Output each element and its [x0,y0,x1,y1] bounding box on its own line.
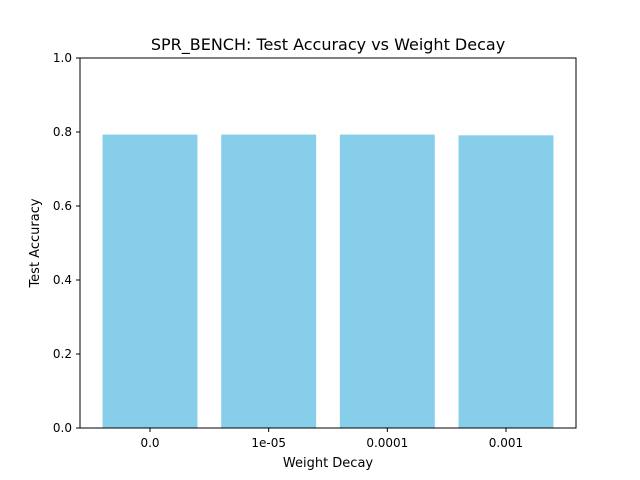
y-axis-label: Test Accuracy [28,198,43,288]
x-axis-label: Weight Decay [283,456,374,471]
y-axis-ticks: 0.0 0.2 0.4 0.6 0.8 1.0 [53,51,80,435]
y-tick-label: 1.0 [53,51,72,65]
chart-title: SPR_BENCH: Test Accuracy vs Weight Decay [151,35,505,55]
y-tick-label: 0.6 [53,199,72,213]
x-tick-label: 1e-05 [251,436,286,450]
y-tick-label: 0.4 [53,273,72,287]
plot-frame [79,57,577,429]
y-tick-label: 0.8 [53,125,72,139]
bar-0.0 [102,134,198,428]
y-tick-label: 0.2 [53,347,72,361]
bar-1e-05 [221,134,317,428]
y-tick-label: 0.0 [53,421,72,435]
x-tick-label: 0.0001 [366,436,408,450]
bar-0.001 [458,135,554,428]
x-tick-label: 0.0 [140,436,159,450]
bar-0.0001 [339,134,435,428]
bars-group [102,134,554,428]
x-tick-label: 0.001 [489,436,523,450]
x-axis-ticks: 0.0 1e-05 0.0001 0.001 [140,428,523,450]
